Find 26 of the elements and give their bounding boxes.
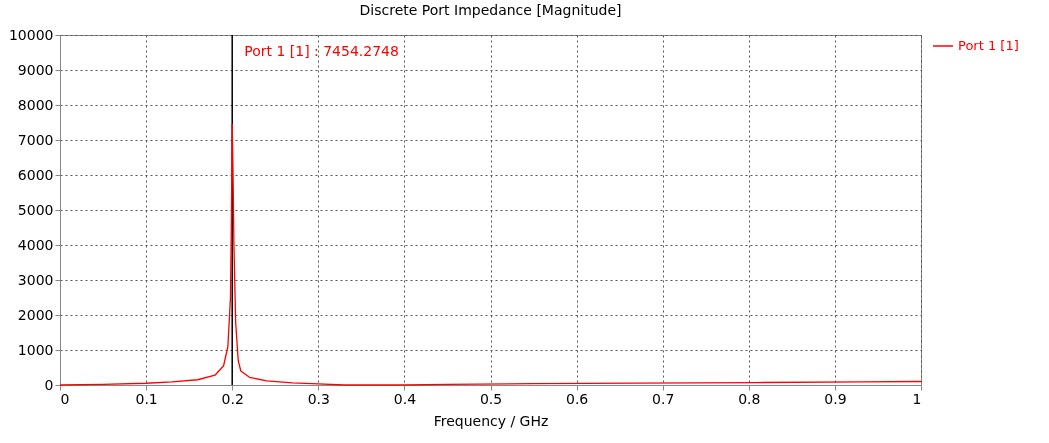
x-tick-label: 0.7 bbox=[652, 390, 675, 407]
x-axis-title: Frequency / GHz bbox=[433, 412, 549, 429]
y-tick-label: 8000 bbox=[17, 96, 54, 113]
x-tick-label: 0.3 bbox=[307, 390, 330, 407]
y-tick-label: 3000 bbox=[17, 271, 54, 288]
x-tick-label: 0.6 bbox=[565, 390, 589, 407]
x-tick-label: 0.5 bbox=[479, 390, 503, 407]
chart-title: Discrete Port Impedance [Magnitude] bbox=[359, 2, 622, 18]
y-tick-label: 6000 bbox=[17, 166, 54, 183]
legend-label: Port 1 [1] bbox=[958, 38, 1019, 53]
x-tick-label: 1 bbox=[912, 390, 922, 407]
x-tick-label: 0.8 bbox=[738, 390, 761, 407]
annotation: Port 1 [1] : 7454.2748 bbox=[244, 43, 399, 59]
y-tick-label: 1000 bbox=[17, 341, 54, 358]
y-tick-label: 10000 bbox=[8, 26, 54, 43]
y-tick-label: 7000 bbox=[17, 131, 54, 148]
x-tick-label: 0.1 bbox=[135, 390, 158, 407]
y-tick-label: 9000 bbox=[17, 61, 54, 78]
y-tick-label: 2000 bbox=[17, 306, 54, 323]
x-tick-label: 0 bbox=[60, 390, 70, 407]
y-tick-label: 0 bbox=[44, 376, 54, 393]
y-tick-label: 4000 bbox=[17, 236, 54, 253]
y-tick-label: 5000 bbox=[17, 201, 54, 218]
x-tick-label: 0.9 bbox=[824, 390, 847, 407]
x-tick-label: 0.4 bbox=[393, 390, 417, 407]
x-tick-label: 0.2 bbox=[221, 390, 244, 407]
